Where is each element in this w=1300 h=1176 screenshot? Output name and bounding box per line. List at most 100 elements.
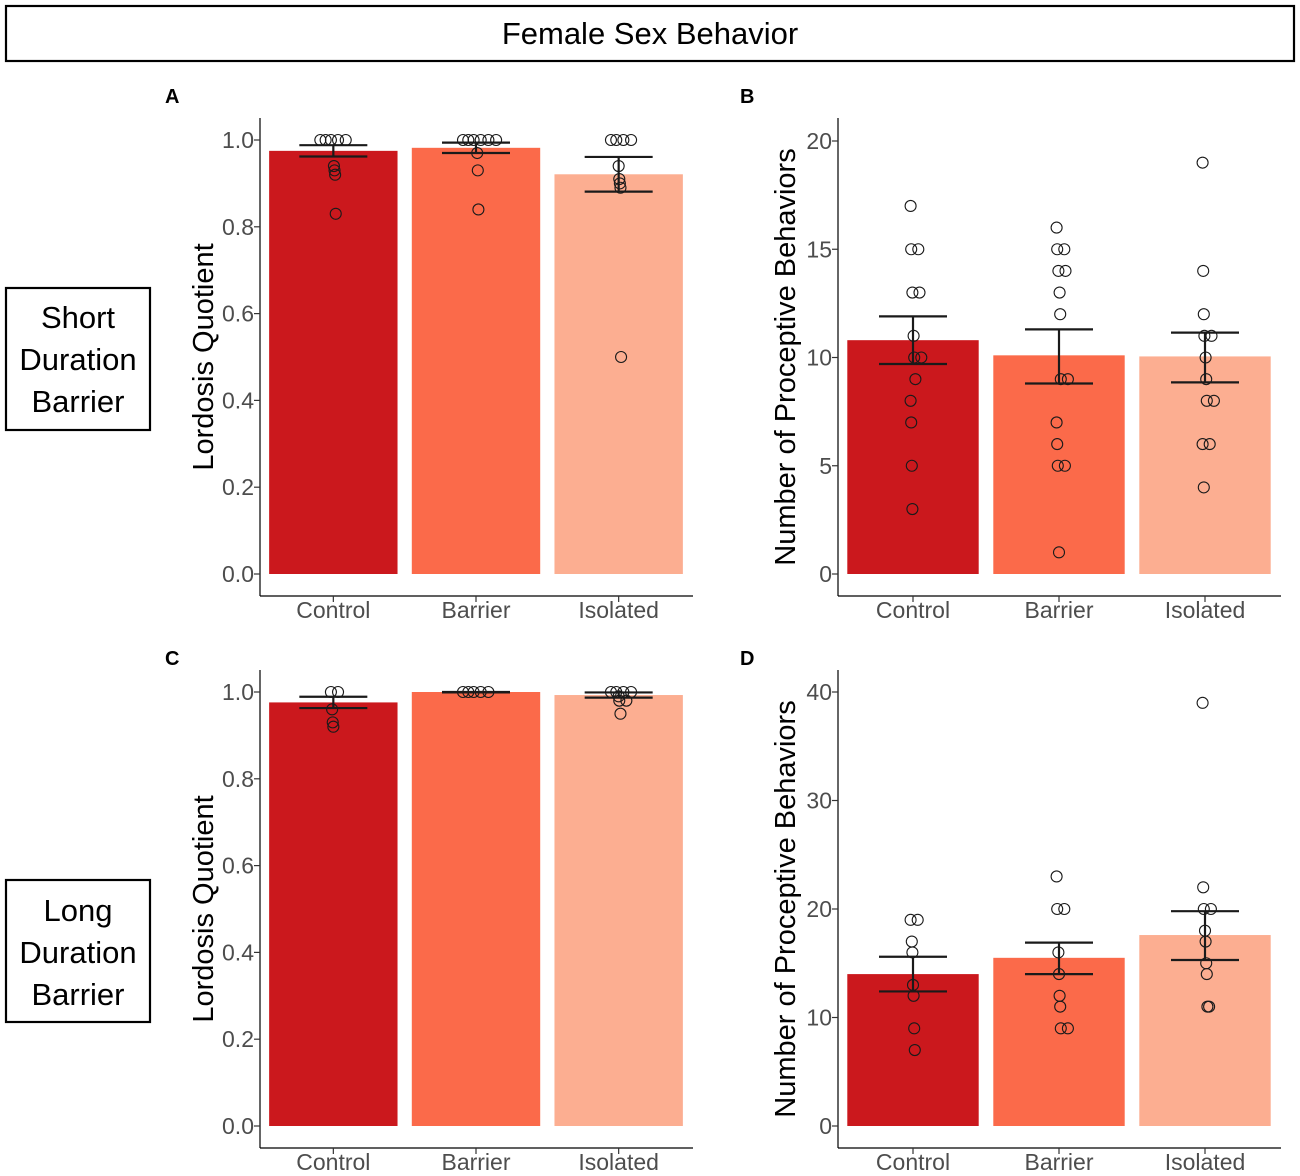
y-tick-label: 1.0 — [222, 679, 254, 705]
panel-c-lordosis-long: C 0.0 0.2 0.4 0.6 0.8 1.0 Control Barrier Isolate… — [165, 648, 693, 1175]
data-point — [1200, 394, 1213, 407]
y-tick-label: 0.4 — [222, 939, 254, 965]
y-tick-label: 15 — [806, 236, 832, 262]
row-label-line-3: Barrier — [31, 384, 124, 419]
bar-barrier — [411, 692, 541, 1126]
data-point — [905, 935, 918, 948]
row-label-short-duration: Short Duration Barrier — [4, 286, 152, 432]
bar-isolated — [1139, 935, 1271, 1126]
row-label-frame — [4, 286, 152, 432]
data-point — [610, 133, 623, 147]
data-point — [1059, 264, 1072, 277]
data-point — [1061, 373, 1074, 386]
data-point — [1050, 221, 1063, 234]
y-tick-label: 0.4 — [222, 387, 254, 413]
y-tick-label: 5 — [819, 453, 832, 479]
data-point — [1054, 1022, 1067, 1035]
panel-letter: D — [740, 648, 754, 670]
data-point — [912, 243, 925, 256]
data-point — [615, 350, 628, 364]
data-point — [908, 1044, 921, 1057]
panel-d-proceptive-long: D 0 10 20 30 40 Control Barrier Isolated Number o… — [740, 648, 1281, 1175]
y-axis-title: Lordosis Quotient — [188, 795, 220, 1022]
x-tick-label: Barrier — [1024, 1149, 1093, 1175]
y-tick-label: 10 — [806, 1005, 832, 1031]
y-tick-label: 10 — [806, 345, 832, 371]
x-tick-label: Isolated — [578, 597, 659, 623]
data-point — [913, 286, 926, 299]
data-point — [328, 164, 341, 177]
bar-control — [269, 702, 398, 1126]
bar-control — [269, 150, 398, 574]
y-axis-title: Number of Proceptive Behaviors — [770, 700, 802, 1117]
panel-b-proceptive-short: B 0 5 10 15 20 Control Barrier Isolated Number of… — [740, 86, 1281, 623]
data-point — [1058, 902, 1071, 916]
data-point — [1058, 459, 1071, 472]
data-point — [1051, 243, 1064, 256]
data-point — [1197, 308, 1210, 321]
data-point — [326, 716, 339, 729]
data-point — [490, 133, 503, 147]
data-point — [1204, 902, 1217, 916]
y-tick-label: 20 — [806, 128, 832, 154]
data-point — [1200, 968, 1213, 981]
data-point — [604, 133, 618, 147]
data-point — [1197, 881, 1210, 894]
panel-letter: C — [165, 648, 179, 670]
row-label-frame — [4, 878, 152, 1024]
y-tick-label: 0.6 — [222, 853, 254, 879]
data-point — [1050, 416, 1063, 429]
data-point — [904, 394, 917, 407]
data-point — [1196, 696, 1209, 709]
bar-isolated — [1139, 356, 1271, 574]
data-point — [1207, 394, 1220, 407]
data-point — [472, 203, 485, 216]
data-point — [474, 133, 487, 147]
data-point — [617, 133, 630, 147]
data-point — [1203, 1000, 1216, 1013]
data-point — [905, 459, 918, 472]
row-label-line-2: Duration — [19, 342, 136, 377]
panel-a-lordosis-short: A 0.0 0.2 0.4 0.6 0.8 1.0 Control Barrier Isolate… — [165, 86, 693, 623]
data-point — [1051, 902, 1064, 916]
data-point — [1054, 373, 1067, 386]
data-point — [1197, 902, 1210, 916]
data-point — [906, 286, 919, 299]
data-point — [1054, 1000, 1067, 1013]
x-tick-label: Barrier — [441, 597, 510, 623]
row-label-line-1: Short — [41, 300, 115, 335]
row-label-line-3: Barrier — [31, 977, 124, 1012]
data-point — [909, 373, 922, 386]
data-point — [1051, 438, 1064, 451]
data-point — [326, 703, 339, 716]
data-point — [904, 913, 917, 926]
y-tick-label: 30 — [806, 788, 832, 814]
data-point — [620, 694, 633, 707]
y-tick-label: 0 — [819, 561, 832, 587]
x-tick-label: Barrier — [441, 1149, 510, 1175]
bar-control — [847, 974, 979, 1126]
row-label-line-1: Long — [44, 893, 113, 928]
data-point — [327, 720, 340, 733]
data-point — [1061, 1022, 1074, 1035]
y-tick-label: 0 — [819, 1113, 832, 1139]
y-tick-label: 0.2 — [222, 1026, 254, 1052]
bar-barrier — [411, 147, 541, 574]
data-point — [462, 133, 475, 147]
data-point — [327, 159, 340, 173]
bar-isolated — [554, 174, 683, 574]
data-point — [1196, 438, 1209, 451]
y-tick-label: 0.8 — [222, 214, 254, 240]
data-point — [1058, 243, 1071, 256]
x-tick-label: Isolated — [1165, 597, 1246, 623]
y-tick-label: 0.6 — [222, 301, 254, 327]
data-point — [614, 707, 627, 720]
data-point — [906, 502, 919, 516]
data-point — [1052, 546, 1066, 559]
y-tick-label: 20 — [806, 896, 832, 922]
data-point — [905, 416, 918, 429]
data-point — [456, 133, 470, 147]
row-label-long-duration: Long Duration Barrier — [4, 878, 152, 1024]
panel-letter: B — [740, 86, 754, 108]
